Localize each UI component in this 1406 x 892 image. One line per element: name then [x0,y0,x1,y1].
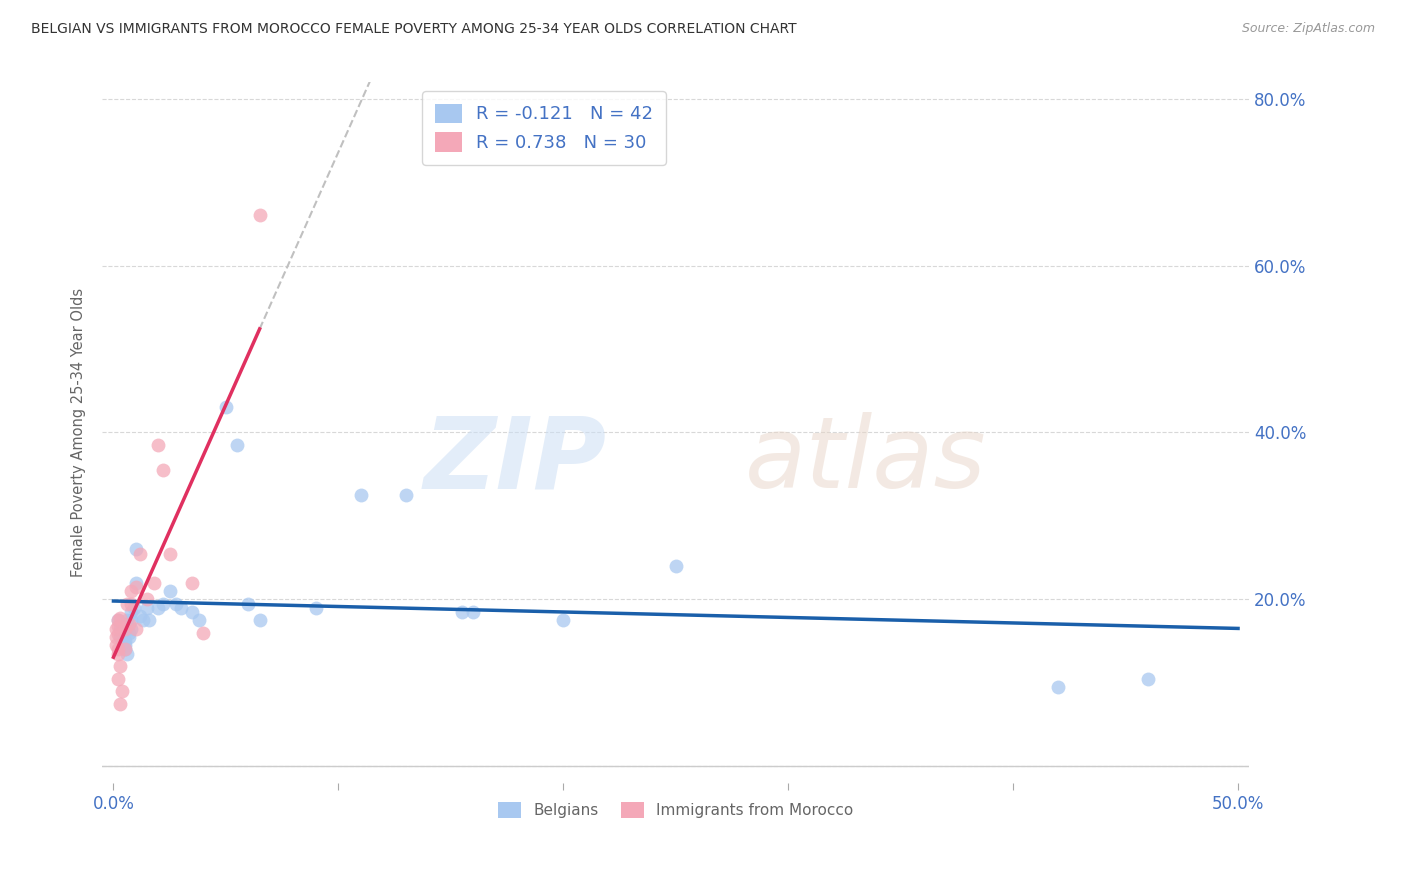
Point [115,613,138,627]
Point [170,600,193,615]
Point [107,627,129,641]
Point [114,634,136,648]
Point [114,638,136,652]
Point [107,613,129,627]
Point [104,630,127,644]
Point [159,547,181,561]
Point [125,622,148,636]
Point [1047,680,1070,694]
Point [114,642,136,657]
Point [152,463,174,477]
Point [118,617,141,632]
Point [165,597,187,611]
Point [122,600,145,615]
Point [238,597,260,611]
Point [395,488,418,502]
Point [120,613,142,627]
Point [120,597,142,611]
Point [111,684,134,698]
Point [148,600,170,615]
Point [107,672,129,686]
Point [138,613,160,627]
Point [181,575,204,590]
Point [451,605,474,619]
Point [226,438,249,452]
Point [108,659,131,673]
Point [553,613,575,627]
Point [665,559,688,574]
Point [107,642,129,657]
Point [111,625,134,640]
Point [159,584,181,599]
Point [120,622,142,636]
Point [187,613,209,627]
Point [249,613,271,627]
Point [131,613,153,627]
Point [181,605,204,619]
Point [215,401,238,415]
Legend: Belgians, Immigrants from Morocco: Belgians, Immigrants from Morocco [492,796,859,824]
Point [107,613,129,627]
Point [136,592,159,607]
Point [104,622,127,636]
Point [108,630,131,644]
Text: BELGIAN VS IMMIGRANTS FROM MOROCCO FEMALE POVERTY AMONG 25-34 YEAR OLDS CORRELAT: BELGIAN VS IMMIGRANTS FROM MOROCCO FEMAL… [31,22,797,37]
Point [114,622,136,636]
Point [249,209,271,223]
Point [114,642,136,657]
Point [125,542,148,557]
Point [305,600,328,615]
Point [350,488,373,502]
Point [108,697,131,711]
Point [193,625,215,640]
Point [125,575,148,590]
Point [118,625,141,640]
Point [115,597,138,611]
Point [1137,672,1160,686]
Point [120,605,142,619]
Text: Source: ZipAtlas.com: Source: ZipAtlas.com [1241,22,1375,36]
Point [463,605,485,619]
Point [142,575,165,590]
Point [120,584,142,599]
Point [118,630,141,644]
Point [136,600,159,615]
Text: ZIP: ZIP [425,412,607,509]
Point [129,609,152,624]
Point [115,647,138,661]
Point [107,647,129,661]
Point [115,617,138,632]
Point [104,638,127,652]
Point [108,622,131,636]
Point [125,580,148,594]
Point [108,611,131,625]
Point [129,547,152,561]
Text: atlas: atlas [745,412,986,509]
Point [148,438,170,452]
Y-axis label: Female Poverty Among 25-34 Year Olds: Female Poverty Among 25-34 Year Olds [72,288,86,577]
Point [107,619,129,633]
Point [152,597,174,611]
